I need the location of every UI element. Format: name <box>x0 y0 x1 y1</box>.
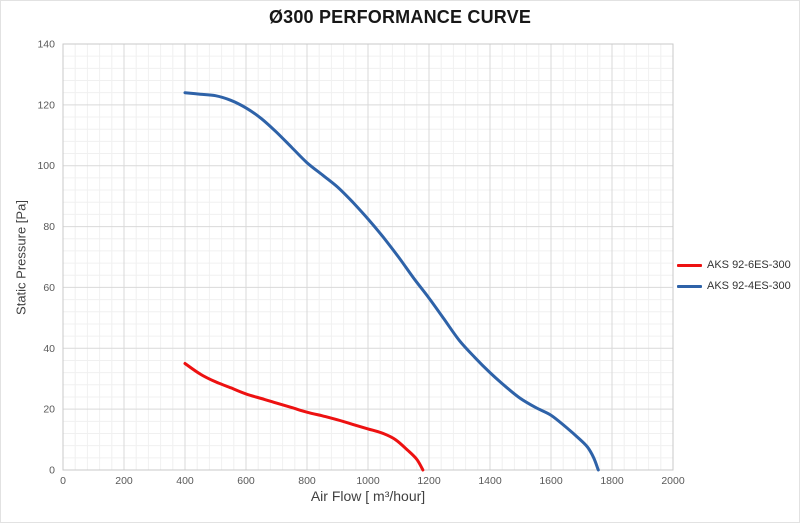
y-tick-label: 100 <box>37 160 55 172</box>
tick-labels: 0 200 400 600 800 1000 1200 1400 1600 1800 2000 0 20… <box>37 39 684 488</box>
major-gridlines <box>62 43 674 471</box>
legend-label: AKS 92-4ES-300 <box>707 280 791 292</box>
y-tick-label: 120 <box>37 99 55 111</box>
legend-item: AKS 92-6ES-300 <box>677 259 791 271</box>
y-tick-label: 60 <box>43 282 55 294</box>
legend-item: AKS 92-4ES-300 <box>677 280 791 292</box>
y-tick-label: 80 <box>43 221 55 233</box>
x-tick-label: 200 <box>115 475 133 487</box>
x-axis-title: Air Flow [ m³/hour] <box>310 488 426 504</box>
y-tick-label: 0 <box>49 465 55 477</box>
curve-aks-92-4es-300 <box>183 91 600 472</box>
curve-aks-92-6es-300 <box>183 362 425 472</box>
x-tick-label: 800 <box>298 475 316 487</box>
legend-label: AKS 92-6ES-300 <box>707 259 791 271</box>
x-tick-label: 600 <box>237 475 255 487</box>
x-tick-label: 2000 <box>661 475 685 487</box>
x-tick-label: 1400 <box>478 475 502 487</box>
x-tick-label: 400 <box>176 475 194 487</box>
x-tick-label: 1600 <box>539 475 563 487</box>
plot-border <box>62 43 674 471</box>
legend: AKS 92-6ES-300 AKS 92-4ES-300 <box>677 259 791 292</box>
legend-line-swatch <box>677 284 702 288</box>
y-tick-label: 40 <box>43 343 55 355</box>
x-tick-label: 0 <box>60 475 66 487</box>
y-tick-label: 140 <box>37 39 55 51</box>
chart-title: Ø300 PERFORMANCE CURVE <box>268 7 532 27</box>
x-tick-label: 1000 <box>356 475 380 487</box>
x-tick-label: 1800 <box>600 475 624 487</box>
legend-line-swatch <box>677 263 702 267</box>
y-tick-label: 20 <box>43 404 55 416</box>
x-tick-label: 1200 <box>417 475 441 487</box>
